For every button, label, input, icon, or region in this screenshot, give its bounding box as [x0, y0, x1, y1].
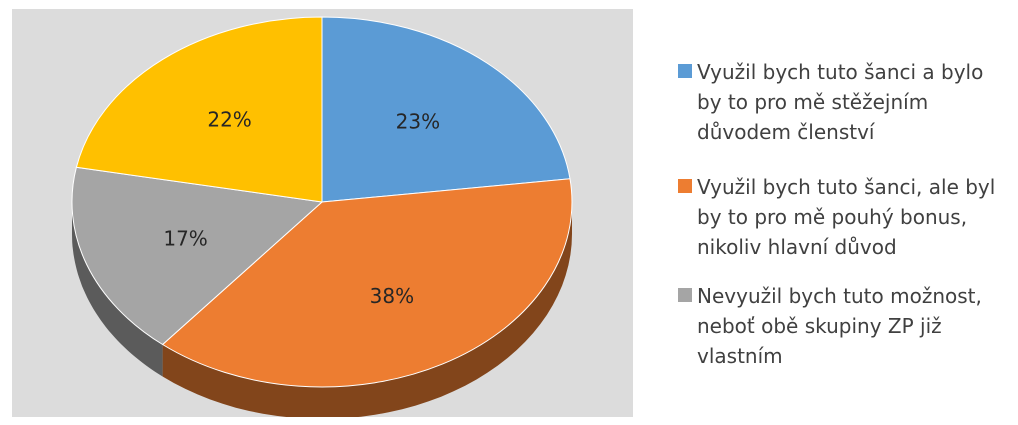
- pie-side-2: [162, 202, 572, 417]
- legend-label-2: Využil bych tuto šanci, ale byl by to pr…: [697, 175, 996, 259]
- pie-slice-2: [161, 178, 573, 388]
- plot-area: 23% 38% 17% 22%: [12, 9, 633, 417]
- legend-label-3: Nevyužil bych tuto možnost, neboť obě sk…: [697, 284, 982, 368]
- slice-value-label-3: 17%: [163, 226, 207, 250]
- pie-side-3: [72, 202, 163, 377]
- legend: Využil bych tuto šanci a bylo by to pro …: [663, 49, 1008, 389]
- legend-swatch-3: [678, 288, 692, 302]
- legend-swatch-1: [678, 64, 692, 78]
- pie-slice-3: [71, 166, 324, 346]
- slice-value-label-4: 22%: [207, 107, 251, 131]
- pie-slice-4: [75, 16, 323, 203]
- legend-item-3: Nevyužil bych tuto možnost, neboť obě sk…: [678, 281, 1000, 371]
- legend-item-2: Využil bych tuto šanci, ale byl by to pr…: [678, 172, 1000, 262]
- legend-label-1: Využil bych tuto šanci a bylo by to pro …: [697, 60, 984, 144]
- pie-side-walls: [72, 202, 572, 417]
- pie-chart: 23% 38% 17% 22%: [71, 16, 573, 417]
- pie-slice-1: [321, 16, 571, 203]
- legend-swatch-2: [678, 179, 692, 193]
- slice-value-label-2: 38%: [370, 284, 414, 308]
- slice-value-label-1: 23%: [396, 110, 440, 134]
- legend-item-1: Využil bych tuto šanci a bylo by to pro …: [678, 57, 1000, 147]
